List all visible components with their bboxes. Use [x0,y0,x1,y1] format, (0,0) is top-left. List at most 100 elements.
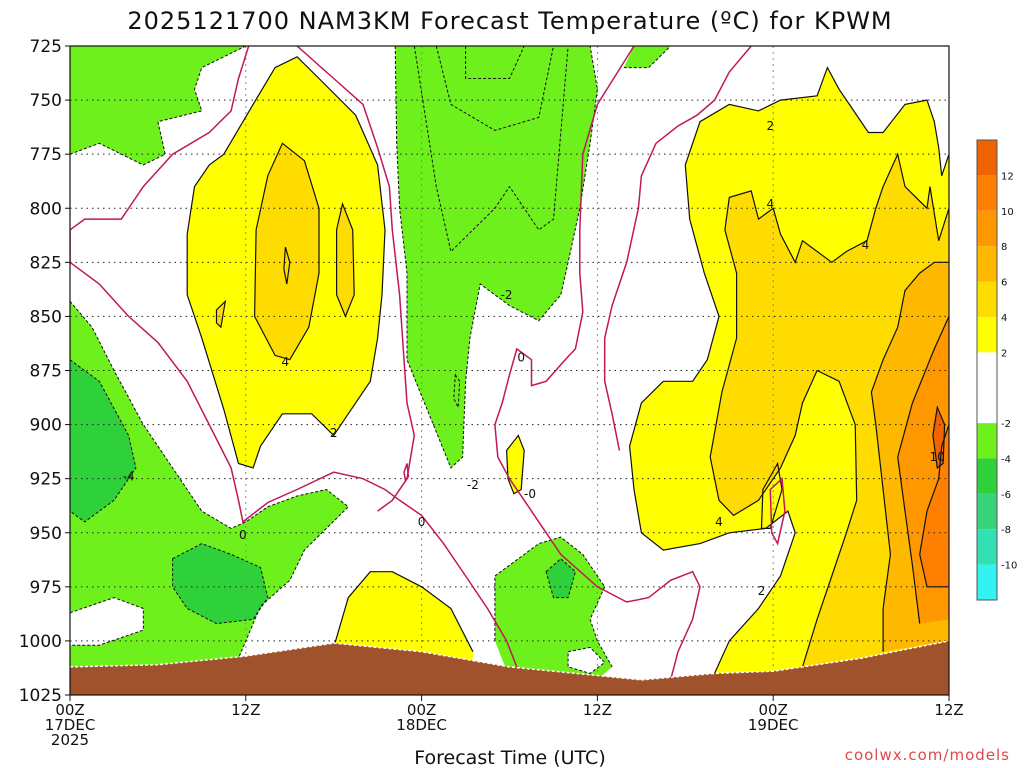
contour-label-6: 0 [517,351,525,365]
y-tick-label-850: 850 [30,307,62,327]
contour-label-7: -2 [467,478,479,492]
temp-field-mid-warm-blob [506,435,525,494]
y-tick-label-875: 875 [30,362,62,382]
dashed-contour-small-cold-mark [453,373,461,410]
credit-text: coolwx.com/models [845,746,1010,764]
colorbar-swatch-6 [977,352,997,388]
colorbar: -10 -8 -6 -4 -2 2 4 6 8 10 12 [976,139,1017,601]
colorbar-swatch-5 [977,387,997,424]
y-tick-label-1025: 1025 [19,686,62,706]
solid-contour-right-warm-4 [709,152,949,668]
contour-label-0: -4 [123,470,135,484]
solid-contour-mid-warm-2 [505,434,525,495]
contour-label-14: 10 [930,450,945,464]
x-tick-label-48-1: 19DEC [748,716,799,734]
temp-field-left-warm-side-core [336,203,355,317]
contour-label-10: 2 [766,119,774,133]
colorbar-tick-0: -10 [1001,561,1017,572]
y-tick-label-900: 900 [30,416,62,436]
colorbar-tick-2: -6 [1001,490,1011,501]
dashed-contour-left-cold-lower-edge [70,300,350,659]
solid-contour-left-warm-4b [336,201,355,318]
contour-label-layer: -4 4 2 0 0 -2 0 -2 -0 4 2 4 4 2 10 [123,119,945,598]
dashed-contour-left-cold-edge [70,46,247,166]
y-tick-label-1000: 1000 [19,632,62,652]
solid-contour-bottom-warm-2 [333,571,474,652]
dashed-contour-bottom-white-blob-edge [567,646,606,674]
colorbar-tick-9: 10 [1001,207,1014,218]
solid-contour-right-warm-10 [919,424,949,588]
temp-field-bottom-white-blob [568,647,605,674]
temp-field-bottom-left-inner [172,543,268,624]
solid-contour-right-warm-12 [932,405,946,469]
temp-field-bottom-central-cold [494,537,613,680]
colorbar-swatch-4 [977,423,997,459]
x-tick-label-24-0: 00Z [407,701,436,719]
temp-field-left-cold-inner [70,359,136,522]
contour-label-1: 4 [282,355,290,369]
x-tick-label-0-2: 2025 [51,731,89,749]
x-tick-label-48-0: 00Z [759,701,788,719]
contour-label-13: 2 [758,584,766,598]
y-tick-label-775: 775 [30,145,62,165]
zero-isotherm-zero-small-loop [769,477,786,546]
dashed-contour-bottom-left-white-edge [70,597,144,646]
temp-field-bottom-left-white-pocket [70,597,144,646]
y-tick-label-925: 925 [30,470,62,490]
colorbar-swatch-0 [977,564,997,600]
colorbar-swatch-8 [977,281,997,317]
colorbar-tick-6: 4 [1001,313,1007,324]
colorbar-swatch-7 [977,316,997,353]
terrain-edge [70,640,949,681]
chart-title: 2025121700 NAM3KM Forecast Temperature (… [127,7,892,35]
dashed-contour-left-cold-inner-edge [70,359,137,523]
contour-label-8: -0 [524,487,536,501]
dashed-contour-central-cold-edge [394,46,598,469]
x-tick-label-60-0: 12Z [934,701,963,719]
y-tick-label-725: 725 [30,37,62,57]
dashed-contour-bottom-left-inner-edge [172,543,269,625]
colorbar-tick-3: -4 [1001,454,1011,465]
solid-contour-right-warm-6 [870,261,949,652]
contour-label-2: 2 [330,426,338,440]
colorbar-tick-5: 2 [1001,348,1007,359]
temp-field-bottom-central-pocket [546,558,576,598]
solid-contour-left-warm-4c [215,299,227,329]
y-tick-label-975: 975 [30,578,62,598]
solid-contour-left-warm-4 [253,142,320,361]
colorbar-swatch-1 [977,529,997,565]
temp-field-central-cold-tongue [395,46,598,468]
x-tick-label-36-0: 12Z [583,701,612,719]
y-tick-label-800: 800 [30,199,62,219]
x-tick-label-12-0: 12Z [231,701,260,719]
colorbar-tick-1: -8 [1001,525,1011,536]
solid-contour-left-warm-2 [186,56,386,469]
colorbar-tick-10: 12 [1001,171,1014,182]
zero-isotherm-zero-upper-right [603,46,752,451]
dashed-contour-upper-right-cold-edge [623,46,671,69]
colorbar-swatch-9 [977,246,997,282]
colorbar-swatch-2 [977,493,997,530]
dashed-contour-central-cold-inner-2 [435,46,554,131]
y-axis: 725 750 775 800 825 850 875 900 925 950 975 1000 102… [19,37,70,706]
dashed-contour-bottom-central-pocket-edge [545,558,576,599]
contour-label-12: 4 [862,238,870,252]
y-tick-label-750: 750 [30,91,62,111]
colorbar-swatch-3 [977,458,997,494]
solid-contour-right-warm-2b [760,461,783,529]
colorbar-swatch-12 [977,140,997,176]
contour-label-11: 4 [766,197,774,211]
colorbar-swatch-10 [977,210,997,247]
contour-label-3: 0 [239,528,247,542]
colorbar-swatch-11 [977,175,997,211]
dashed-contour-bottom-central-cold-edge [494,536,613,668]
terrain-layer [70,640,949,695]
contour-label-4: 0 [418,515,426,529]
contour-label-5: -2 [501,288,513,302]
x-tick-label-0-0: 00Z [55,701,84,719]
temp-field-left-cold-region [70,46,349,667]
x-tick-label-0-1: 17DEC [45,716,96,734]
temp-field-upper-right-cold [623,46,671,68]
